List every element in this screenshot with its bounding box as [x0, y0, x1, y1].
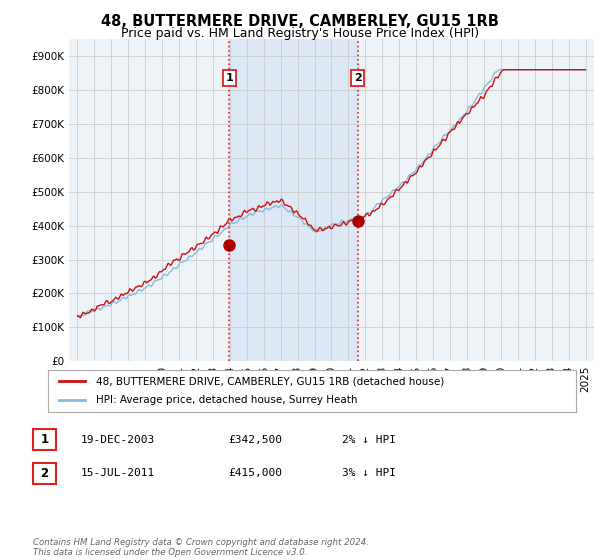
Text: Price paid vs. HM Land Registry's House Price Index (HPI): Price paid vs. HM Land Registry's House … [121, 27, 479, 40]
Text: £415,000: £415,000 [228, 468, 282, 478]
Bar [229, 39, 358, 361]
Text: 2: 2 [40, 466, 49, 480]
Text: £342,500: £342,500 [228, 435, 282, 445]
Text: 48, BUTTERMERE DRIVE, CAMBERLEY, GU15 1RB (detached house): 48, BUTTERMERE DRIVE, CAMBERLEY, GU15 1R… [95, 376, 444, 386]
Text: 48, BUTTERMERE DRIVE, CAMBERLEY, GU15 1RB: 48, BUTTERMERE DRIVE, CAMBERLEY, GU15 1R… [101, 14, 499, 29]
Text: 1: 1 [226, 73, 233, 83]
Text: Contains HM Land Registry data © Crown copyright and database right 2024.
This d: Contains HM Land Registry data © Crown c… [33, 538, 369, 557]
Text: 2: 2 [354, 73, 361, 83]
Text: 1: 1 [40, 433, 49, 446]
Text: 15-JUL-2011: 15-JUL-2011 [81, 468, 155, 478]
Text: 3% ↓ HPI: 3% ↓ HPI [342, 468, 396, 478]
Text: 2% ↓ HPI: 2% ↓ HPI [342, 435, 396, 445]
Text: 19-DEC-2003: 19-DEC-2003 [81, 435, 155, 445]
Text: HPI: Average price, detached house, Surrey Heath: HPI: Average price, detached house, Surr… [95, 395, 357, 405]
